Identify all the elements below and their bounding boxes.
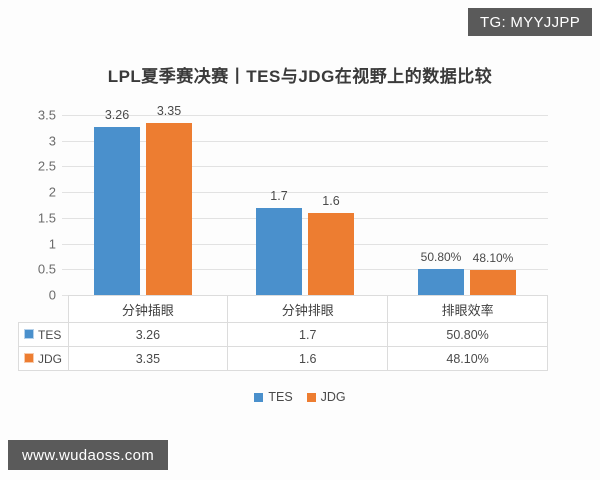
bar-jdg-2: [470, 270, 516, 295]
y-axis-tick-label: 1: [48, 236, 56, 252]
table-row-header: JDG: [18, 346, 69, 371]
gridline: [62, 192, 548, 194]
bar-value-label: 50.80%: [420, 249, 462, 264]
table-column-header: 分钟插眼: [67, 295, 229, 323]
gridline: [62, 115, 548, 116]
watermark-badge-telegram: TG: MYYJJPP: [468, 8, 592, 36]
bar-tes-1: [256, 207, 302, 295]
gridline: [62, 140, 548, 142]
gridline: [62, 269, 548, 271]
legend-color-swatch-icon: [306, 392, 316, 402]
table-cell: 48.10%: [387, 346, 548, 371]
table-column-header: 排眼效率: [387, 295, 548, 323]
chart-title: LPL夏季赛决赛丨TES与JDG在视野上的数据比较: [107, 67, 493, 86]
y-axis-tick-label: 2: [48, 184, 56, 200]
series-color-swatch-icon: [24, 352, 34, 363]
gridline: [62, 166, 548, 168]
legend-item-jdg[interactable]: JDG: [306, 390, 346, 404]
y-axis-tick-label: 1.5: [37, 210, 56, 226]
table-cell: 50.80%: [387, 322, 548, 347]
legend-color-swatch-icon: [254, 392, 264, 402]
data-table: 分钟插眼 分钟排眼 排眼效率 TES 3.26 1.7 50.80% JDG 3.35 1.6 48…: [18, 295, 548, 371]
y-axis: 3.5 3 2.5 2 1.5 1 0.5 0: [18, 108, 56, 303]
table-cell: 3.35: [67, 346, 229, 371]
bar-group: 50.80% 48.10%: [386, 115, 548, 295]
table-corner-cell: [19, 296, 69, 323]
bar-group: 1.7 1.6: [224, 115, 386, 295]
bar-value-label: 48.10%: [472, 251, 514, 266]
watermark-badge-website: www.wudaoss.com: [8, 440, 169, 470]
bar-value-label: 1.7: [270, 188, 288, 203]
plot-area: 3.26 3.35 1.7 1.6 50.80% 48.10%: [62, 104, 548, 296]
bar-jdg-0: [146, 122, 192, 295]
table-header-row: 分钟插眼 分钟排眼 排眼效率: [19, 295, 548, 323]
bar-tes-2: [418, 268, 464, 295]
table-cell: 1.7: [227, 322, 389, 347]
y-axis-tick-label: 3.5: [37, 107, 56, 123]
bar-value-label: 3.26: [104, 108, 130, 123]
y-axis-tick-label: 0.5: [37, 261, 56, 277]
y-axis-tick-label: 3: [48, 133, 56, 149]
bar-value-label: 1.6: [322, 193, 340, 208]
table-cell: 1.6: [227, 346, 389, 371]
bar-value-label: 3.35: [156, 103, 182, 118]
table-row-header: TES: [18, 322, 69, 347]
gridline: [62, 243, 548, 245]
bar-group: 3.26 3.35: [62, 104, 224, 295]
y-axis-tick-label: 2.5: [37, 158, 56, 174]
y-axis-tick-label: 0: [48, 287, 56, 303]
table-row-header-label: TES: [38, 327, 62, 342]
bar-tes-0: [94, 127, 140, 295]
chart-legend: TES JDG: [0, 390, 600, 404]
gridline: [62, 217, 548, 219]
table-column-header: 分钟排眼: [227, 295, 389, 323]
bar-jdg-1: [308, 212, 354, 295]
table-row: JDG 3.35 1.6 48.10%: [18, 346, 548, 371]
table-cell: 3.26: [67, 322, 229, 347]
legend-label: TES: [268, 390, 293, 404]
table-row: TES 3.26 1.7 50.80%: [18, 322, 548, 347]
legend-item-tes[interactable]: TES: [254, 390, 293, 404]
legend-label: JDG: [320, 390, 346, 404]
table-row-header-label: JDG: [38, 351, 62, 366]
series-color-swatch-icon: [24, 328, 34, 339]
